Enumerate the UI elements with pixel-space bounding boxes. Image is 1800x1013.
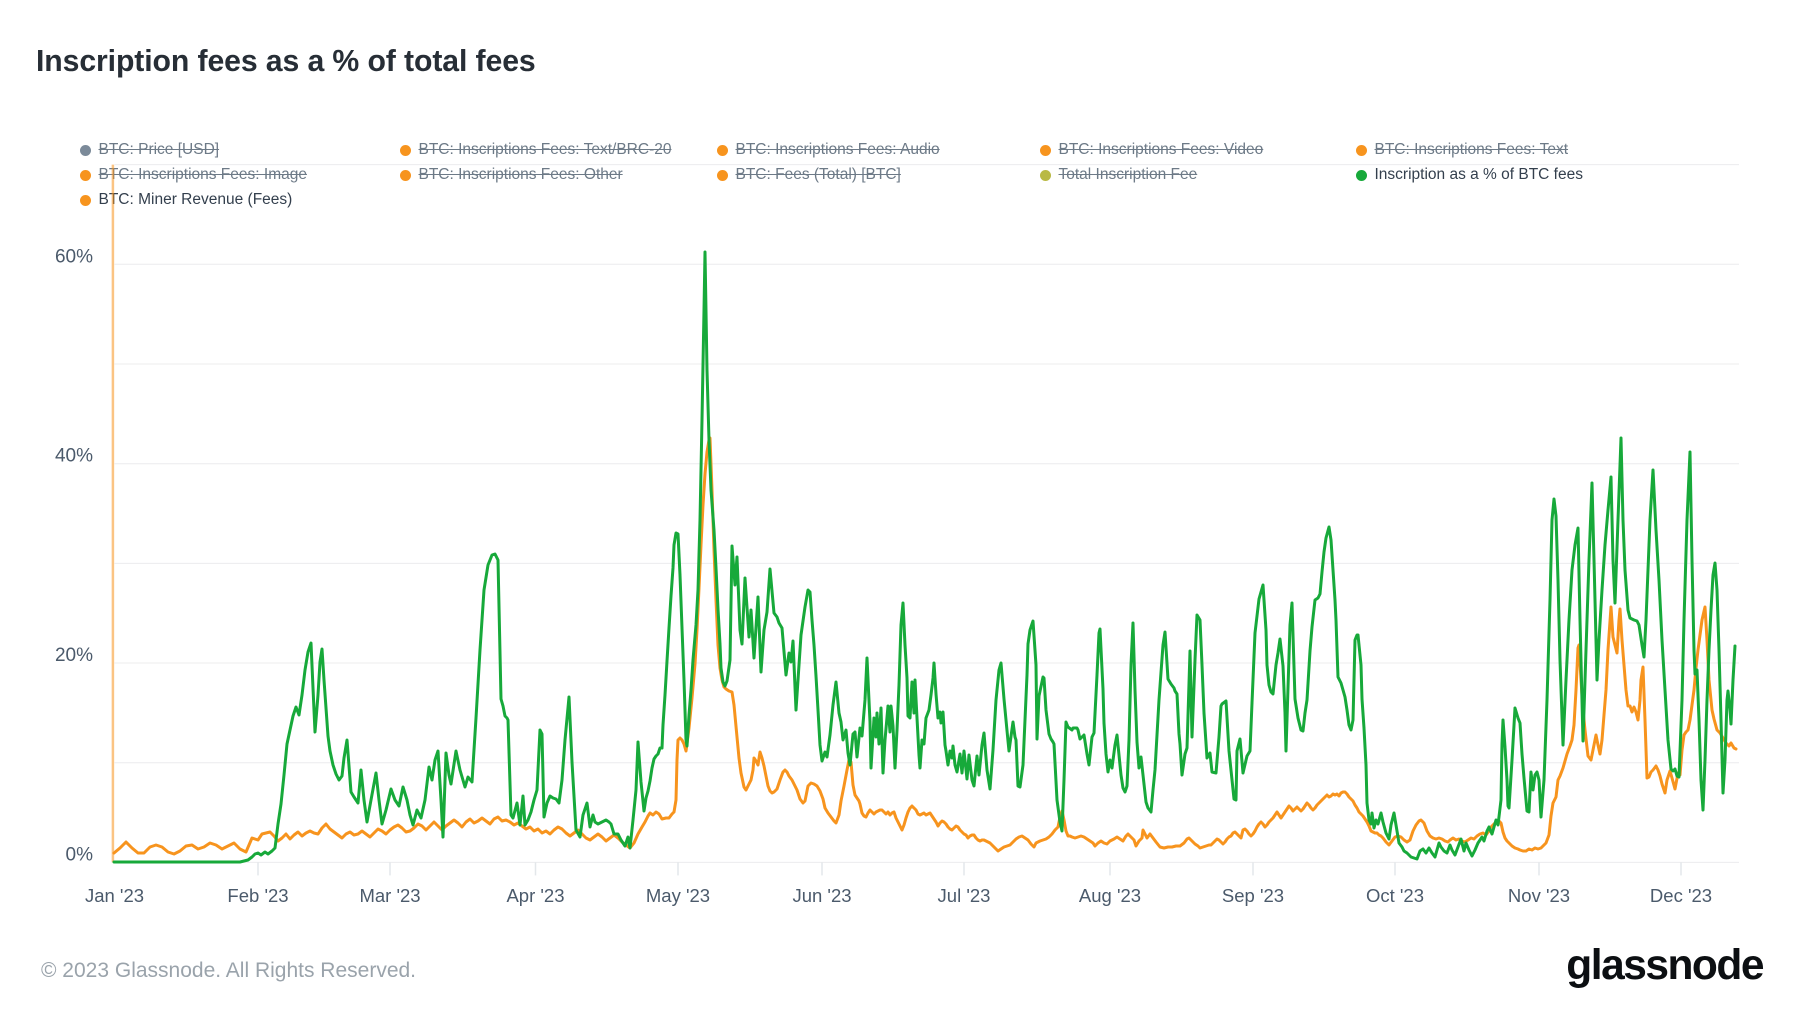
svg-text:Sep '23: Sep '23 — [1222, 885, 1284, 906]
svg-text:Jun '23: Jun '23 — [792, 885, 851, 906]
svg-text:Dec '23: Dec '23 — [1650, 885, 1712, 906]
svg-text:May '23: May '23 — [646, 885, 710, 906]
svg-text:Jul '23: Jul '23 — [938, 885, 991, 906]
svg-text:40%: 40% — [55, 446, 93, 467]
svg-text:20%: 20% — [55, 645, 93, 666]
svg-text:Oct '23: Oct '23 — [1366, 885, 1424, 906]
svg-text:0%: 0% — [66, 844, 94, 865]
svg-text:Mar '23: Mar '23 — [359, 885, 420, 906]
svg-text:Apr '23: Apr '23 — [506, 885, 564, 906]
svg-text:Nov '23: Nov '23 — [1508, 885, 1570, 906]
svg-text:Feb '23: Feb '23 — [227, 885, 288, 906]
svg-text:Aug '23: Aug '23 — [1079, 885, 1141, 906]
svg-text:Jan '23: Jan '23 — [85, 885, 144, 906]
svg-text:60%: 60% — [55, 246, 93, 267]
